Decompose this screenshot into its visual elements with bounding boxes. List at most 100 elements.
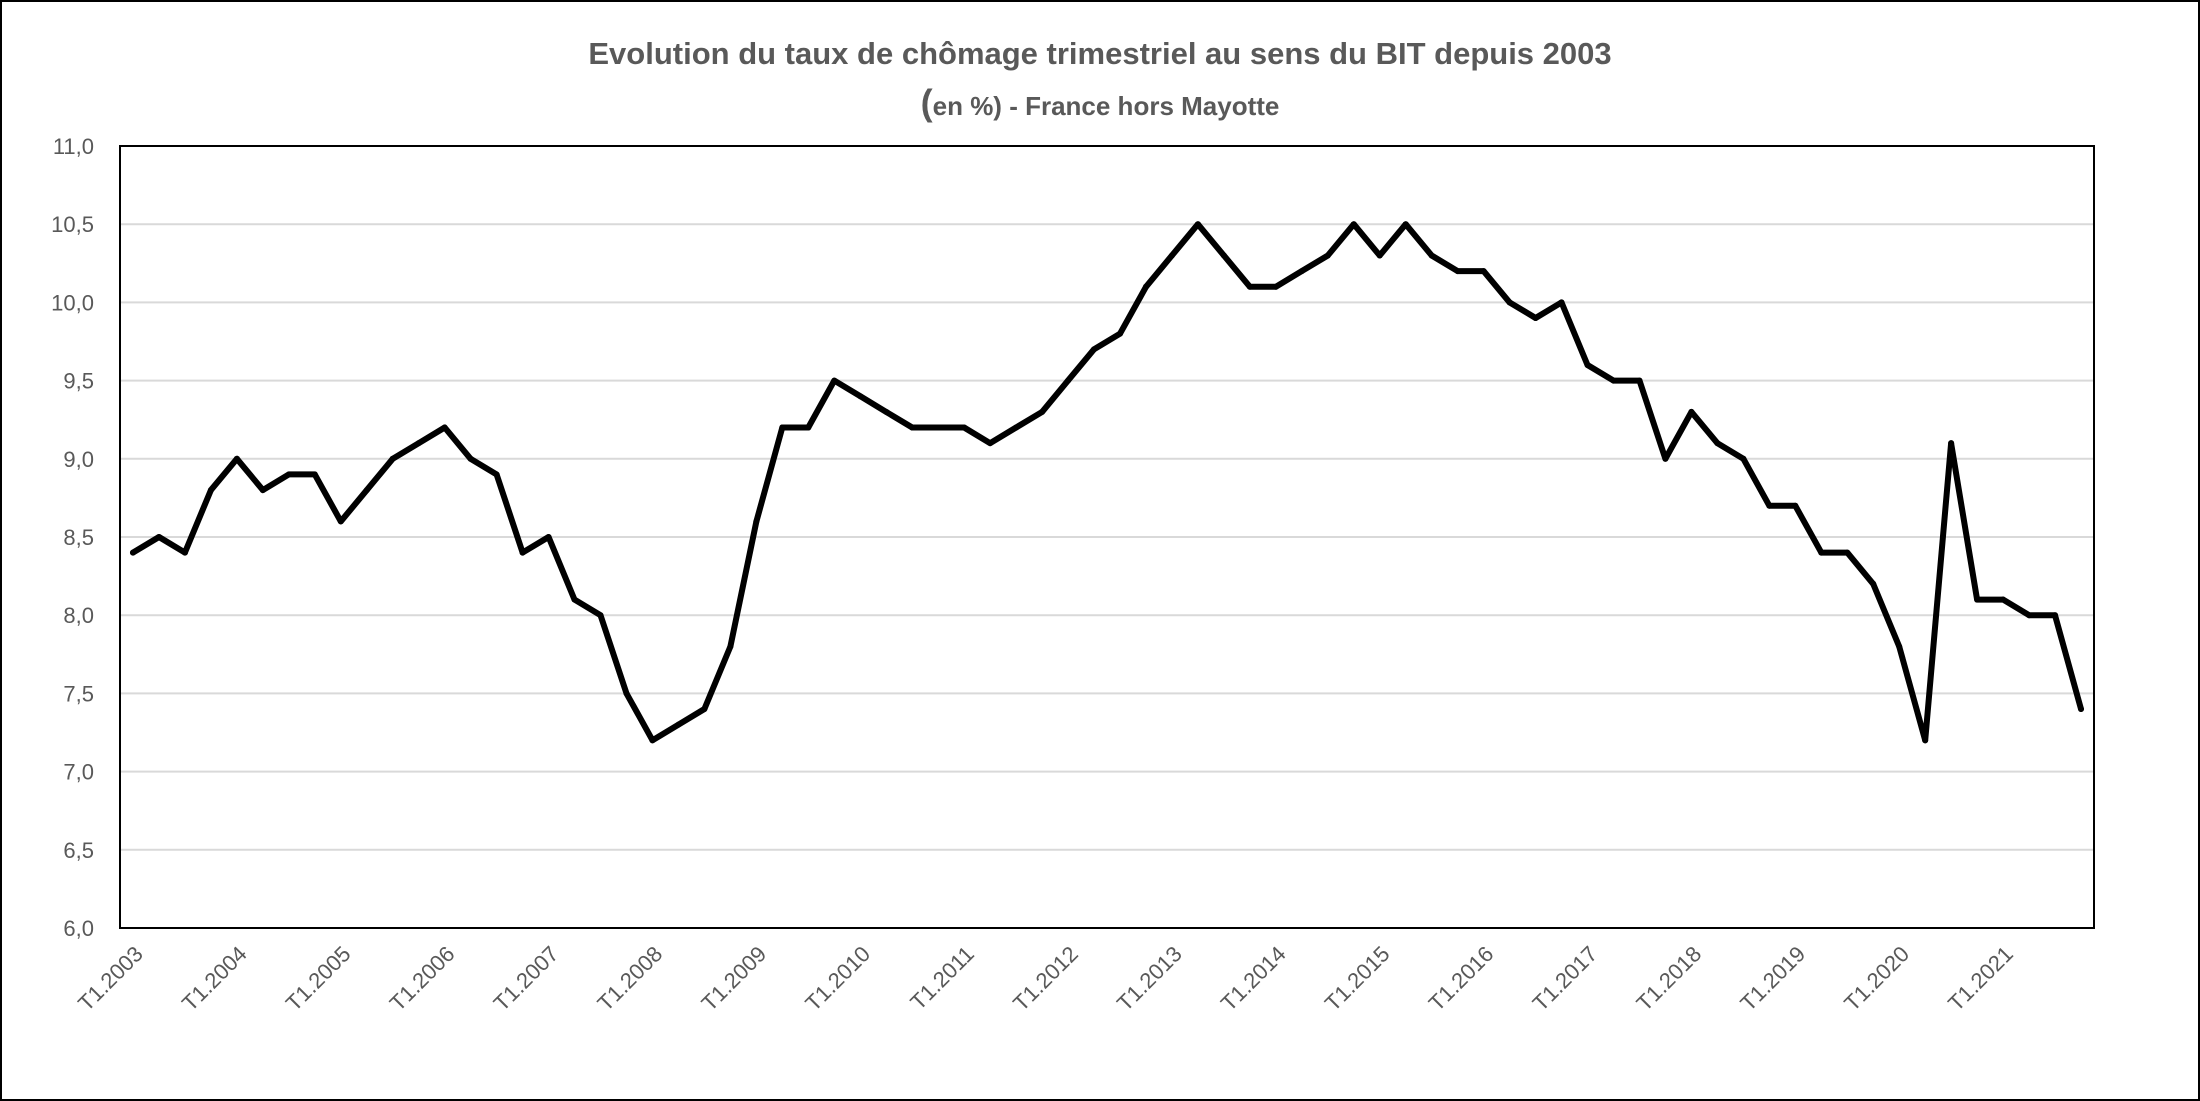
x-tick-label: T1.2020 xyxy=(1839,941,1914,1016)
data-point xyxy=(935,424,942,431)
x-tick-label: T1.2006 xyxy=(385,941,460,1016)
data-point xyxy=(1039,408,1046,415)
y-tick-label: 8,0 xyxy=(63,603,94,628)
data-point xyxy=(441,424,448,431)
y-tick-label: 7,5 xyxy=(63,681,94,706)
data-point xyxy=(1766,502,1773,509)
x-tick-label: T1.2004 xyxy=(177,941,252,1016)
data-point xyxy=(545,534,552,540)
data-point xyxy=(1246,283,1253,290)
data-point xyxy=(363,487,370,494)
x-tick-label: T1.2012 xyxy=(1008,941,1083,1016)
data-point xyxy=(2052,612,2059,619)
x-tick-label: T1.2008 xyxy=(593,941,668,1016)
data-point xyxy=(1298,268,1305,275)
data-point xyxy=(1792,502,1799,509)
data-point xyxy=(753,518,760,525)
data-point xyxy=(311,471,318,478)
data-point xyxy=(259,487,266,494)
x-tick-label: T1.2005 xyxy=(281,941,356,1016)
data-point xyxy=(1454,268,1461,275)
data-point xyxy=(1714,440,1721,447)
y-tick-label: 10,0 xyxy=(51,290,94,315)
x-tick-label: T1.2017 xyxy=(1528,941,1603,1016)
data-point xyxy=(181,549,188,556)
data-point xyxy=(337,518,344,525)
y-axis-tick-labels: 6,0 6,5 7,0 7,5 8,0 8,5 9,0 9,5 10,0 10,5 11,0 xyxy=(51,134,94,941)
chart-title: Evolution du taux de chômage trimestriel… xyxy=(588,36,1611,71)
data-point xyxy=(1636,377,1643,384)
series-layer xyxy=(129,221,2085,744)
data-point xyxy=(415,440,422,447)
data-point xyxy=(1532,315,1539,322)
data-point xyxy=(1740,455,1747,462)
x-tick-label: T1.2011 xyxy=(905,941,979,1015)
x-tick-label: T1.2016 xyxy=(1424,941,1499,1016)
data-point xyxy=(727,643,734,650)
subtitle-open-paren: ( xyxy=(921,82,933,123)
data-point xyxy=(1818,549,1825,556)
y-tick-label: 9,0 xyxy=(63,447,94,472)
x-tick-label: T1.2018 xyxy=(1631,941,1706,1016)
gridlines xyxy=(120,223,2094,851)
data-point xyxy=(2000,596,2007,603)
data-point xyxy=(831,377,838,384)
data-point xyxy=(1662,455,1669,462)
data-point xyxy=(1558,299,1565,306)
x-tick-label: T1.2010 xyxy=(800,941,875,1016)
data-point xyxy=(1065,377,1072,384)
data-point xyxy=(675,721,682,728)
data-point xyxy=(1922,737,1929,744)
data-point xyxy=(1324,252,1331,259)
subtitle-text: en %) - France hors Mayotte xyxy=(933,91,1280,121)
data-point xyxy=(597,612,604,619)
plot-area-border xyxy=(119,145,2095,929)
data-point xyxy=(623,690,630,697)
data-point xyxy=(779,424,786,431)
y-tick-label: 7,0 xyxy=(63,760,94,785)
data-point xyxy=(1844,549,1851,556)
data-point xyxy=(129,549,136,556)
data-point xyxy=(493,471,500,478)
x-tick-label: T1.2014 xyxy=(1216,941,1291,1016)
data-point xyxy=(909,424,916,431)
data-point xyxy=(1688,408,1695,415)
data-point xyxy=(2026,612,2033,619)
data-point xyxy=(1584,361,1591,368)
data-point xyxy=(2078,706,2085,713)
data-point xyxy=(1350,221,1357,228)
data-point xyxy=(701,706,708,713)
data-point xyxy=(1116,330,1123,337)
data-point xyxy=(1610,377,1617,384)
chart-subtitle: (en %) - France hors Mayotte xyxy=(921,82,1280,123)
data-point xyxy=(1220,252,1227,259)
data-point xyxy=(1402,221,1409,228)
data-point xyxy=(883,408,890,415)
data-point xyxy=(1091,346,1098,353)
data-point xyxy=(571,596,578,603)
y-tick-label: 11,0 xyxy=(53,134,94,159)
y-tick-label: 6,5 xyxy=(63,838,94,863)
x-tick-label: T1.2015 xyxy=(1320,941,1395,1016)
data-point xyxy=(1272,283,1279,290)
data-point xyxy=(1168,252,1175,259)
data-point xyxy=(1896,643,1903,650)
data-point xyxy=(1142,283,1149,290)
data-point xyxy=(207,487,214,494)
data-point xyxy=(987,440,994,447)
data-point xyxy=(1480,268,1487,275)
x-axis-tick-labels: T1.2003 T1.2004 T1.2005 T1.2006 T1.2007 T1.20… xyxy=(73,941,2018,1016)
x-tick-label: T1.2007 xyxy=(489,941,564,1016)
data-point xyxy=(1013,424,1020,431)
data-point xyxy=(155,534,162,540)
data-point xyxy=(1194,221,1201,228)
y-tick-label: 9,5 xyxy=(63,369,94,394)
x-tick-label: T1.2019 xyxy=(1735,941,1810,1016)
data-point xyxy=(961,424,968,431)
data-point xyxy=(1376,252,1383,259)
data-point xyxy=(805,424,812,431)
data-point xyxy=(1428,252,1435,259)
data-point xyxy=(519,549,526,556)
series-line xyxy=(130,221,2084,744)
